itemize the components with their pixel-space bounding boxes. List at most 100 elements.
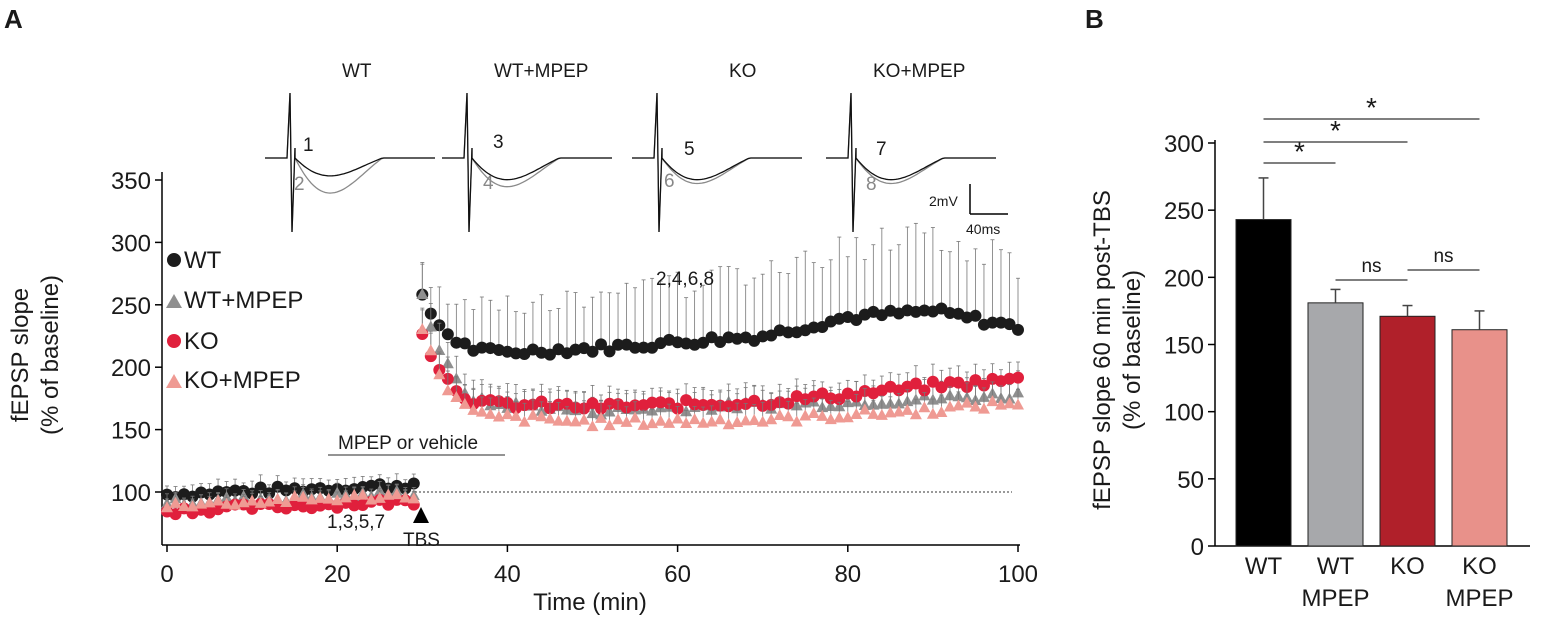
bar-category-label-line2: MPEP: [1301, 585, 1369, 612]
data-point: [960, 396, 973, 408]
data-point: [739, 414, 752, 426]
significance-brackets: * * * ns ns: [1263, 92, 1480, 281]
legend-marker-wt: [167, 253, 181, 267]
data-point: [697, 398, 710, 411]
data-point: [671, 412, 684, 424]
data-point: [688, 398, 701, 411]
data-point: [416, 288, 429, 300]
data-point: [901, 403, 914, 415]
data-point: [986, 395, 999, 407]
data-point: [748, 413, 761, 425]
trace-number-8: 8: [866, 174, 877, 195]
data-point: [807, 321, 820, 334]
data-point: [560, 414, 573, 426]
bar-y-tick-label-100: 100: [1164, 400, 1204, 427]
data-point: [1012, 371, 1024, 384]
data-point: [288, 489, 301, 501]
data-point: [407, 492, 420, 504]
data-point: [246, 494, 259, 506]
data-point: [161, 501, 173, 513]
bar-y-tick-label-50: 50: [1177, 467, 1204, 494]
data-point: [382, 488, 395, 500]
data-point: [756, 415, 769, 427]
y-axis-title-line2: (% of baseline): [37, 275, 64, 435]
trace-number-2: 2: [294, 174, 305, 195]
series-wt: [161, 222, 1024, 504]
data-point: [603, 345, 616, 358]
y-tick-label-150: 150: [111, 418, 151, 445]
sig-label-0-1: *: [1294, 136, 1305, 167]
sig-label-0-2: *: [1330, 115, 1341, 146]
data-point: [629, 341, 642, 354]
trace-number-3: 3: [493, 132, 504, 153]
bar-category-label-line1: KO: [1462, 553, 1497, 580]
data-point: [390, 488, 403, 500]
bar-chart-bars: WT WT MPEP KO KO MPEP: [1235, 177, 1514, 612]
data-point: [714, 413, 727, 425]
data-point: [986, 316, 999, 329]
data-point: [229, 484, 242, 497]
data-point: [433, 343, 446, 355]
data-point: [646, 417, 659, 429]
trace-number-1: 1: [303, 135, 314, 156]
data-point: [271, 492, 284, 504]
data-point: [535, 410, 548, 422]
data-point: [220, 497, 233, 509]
data-point: [280, 495, 293, 507]
bar-y-tick-label-250: 250: [1164, 198, 1204, 225]
data-point: [475, 341, 488, 354]
data-point: [509, 409, 522, 421]
bar-category-label-line1: KO: [1390, 553, 1425, 580]
x-tick-label-0: 0: [160, 561, 173, 588]
post-trace-numbers: 2,4,6,8: [656, 269, 714, 290]
x-tick-label-100: 100: [998, 561, 1038, 588]
data-point: [433, 368, 446, 380]
data-point: [884, 406, 897, 418]
trace-title-ko: KO: [729, 61, 756, 82]
data-point: [773, 408, 786, 420]
pre-trace-numbers: 1,3,5,7: [327, 512, 385, 533]
y-tick-label-300: 300: [111, 230, 151, 257]
data-point: [356, 488, 369, 500]
bar-y-axis-title-line1: fEPSP slope 60 min post-TBS: [1089, 190, 1116, 510]
data-point: [637, 341, 650, 354]
data-point: [458, 397, 471, 409]
tbs-label: TBS: [403, 530, 440, 551]
data-point: [577, 413, 590, 425]
sig-label-2-3: ns: [1433, 246, 1453, 267]
data-point: [637, 418, 650, 430]
data-point: [892, 405, 905, 417]
panel-b-label: B: [1085, 4, 1104, 34]
data-point: [416, 323, 429, 335]
data-point: [977, 379, 990, 392]
data-point: [169, 508, 182, 521]
data-point: [969, 309, 982, 322]
bar-wt: [1235, 219, 1292, 547]
series-ko-mpep: [161, 309, 1024, 513]
data-point: [526, 408, 539, 420]
data-point: [586, 345, 599, 358]
x-tick-label-80: 80: [834, 561, 861, 588]
data-point: [595, 338, 608, 351]
data-point: [212, 494, 225, 506]
bar-category-label-line1: WT: [1245, 553, 1283, 580]
data-point: [833, 411, 846, 423]
timecourse-data: [161, 222, 1024, 521]
timecourse-axes: 100 150 200 250 300 350 0 20 40 60 80 100: [111, 168, 1038, 588]
data-point: [424, 320, 437, 332]
data-point: [807, 406, 820, 418]
data-point: [697, 336, 710, 349]
data-point: [441, 328, 454, 341]
data-point: [195, 497, 208, 509]
bar-category-label-line2: MPEP: [1445, 585, 1513, 612]
data-point: [603, 397, 616, 410]
trace-number-4: 4: [483, 173, 494, 194]
trace-group-2: [442, 92, 612, 233]
data-point: [254, 481, 267, 494]
legend-marker-ko-mpep: [166, 374, 182, 388]
bar-y-tick-label-0: 0: [1191, 534, 1204, 561]
data-point: [373, 491, 386, 503]
legend-label-wt-mpep: WT+MPEP: [184, 287, 303, 314]
x-tick-label-60: 60: [664, 561, 691, 588]
